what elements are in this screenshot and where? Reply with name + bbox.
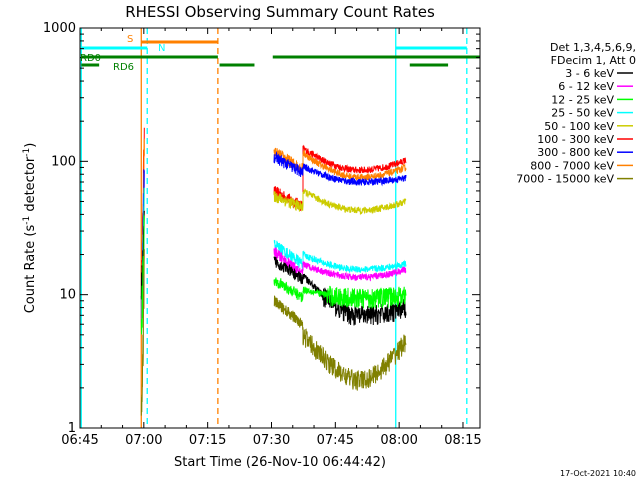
- generation-timestamp: 17-Oct-2021 10:40: [560, 469, 636, 478]
- legend-label-4: 50 - 100 keV: [544, 120, 614, 133]
- legend: Det 1,3,4,5,6,9,FDecim 1, Att 03 - 6 keV…: [516, 41, 636, 186]
- legend-label-7: 800 - 7000 keV: [530, 159, 614, 172]
- flag-label-n: N: [158, 43, 165, 54]
- legend-header-0: Det 1,3,4,5,6,9,: [550, 41, 636, 54]
- series-line-3: [140, 188, 407, 328]
- flag-label-rd0: RD0: [80, 53, 101, 64]
- x-tick-label-3: 07:30: [253, 433, 290, 448]
- plot-frame: [79, 27, 481, 429]
- chart-title: RHESSI Observing Summary Count Rates: [125, 3, 435, 21]
- flag-label-s: S: [127, 34, 133, 45]
- legend-label-1: 6 - 12 keV: [558, 80, 614, 93]
- x-tick-label-1: 07:00: [125, 433, 162, 448]
- x-tick-label-6: 08:15: [444, 433, 481, 448]
- x-tick-label-2: 07:15: [189, 433, 226, 448]
- x-tick-label-5: 08:00: [380, 433, 417, 448]
- y-tick-label-1: 10: [59, 288, 76, 303]
- y-tick-label-3: 1000: [43, 21, 76, 36]
- legend-label-5: 100 - 300 keV: [537, 133, 614, 146]
- x-tick-label-4: 07:45: [317, 433, 354, 448]
- legend-label-2: 12 - 25 keV: [551, 93, 614, 106]
- y-tick-label-2: 100: [51, 154, 76, 169]
- legend-label-0: 3 - 6 keV: [565, 67, 614, 80]
- legend-header-1: FDecim 1, Att 0: [551, 54, 636, 67]
- y-axis-label: Count Rate (s-1 detector-1): [22, 143, 38, 314]
- y-tick-label-0: 1: [68, 421, 76, 436]
- x-axis-label: Start Time (26-Nov-10 06:44:42): [174, 455, 386, 470]
- series-line-8: [140, 249, 407, 416]
- legend-label-6: 300 - 800 keV: [537, 146, 614, 159]
- x-tick-label-0: 06:45: [61, 433, 98, 448]
- legend-label-3: 25 - 50 keV: [551, 107, 614, 120]
- flag-label-rd6: RD6: [113, 62, 134, 73]
- legend-label-8: 7000 - 15000 keV: [516, 173, 614, 186]
